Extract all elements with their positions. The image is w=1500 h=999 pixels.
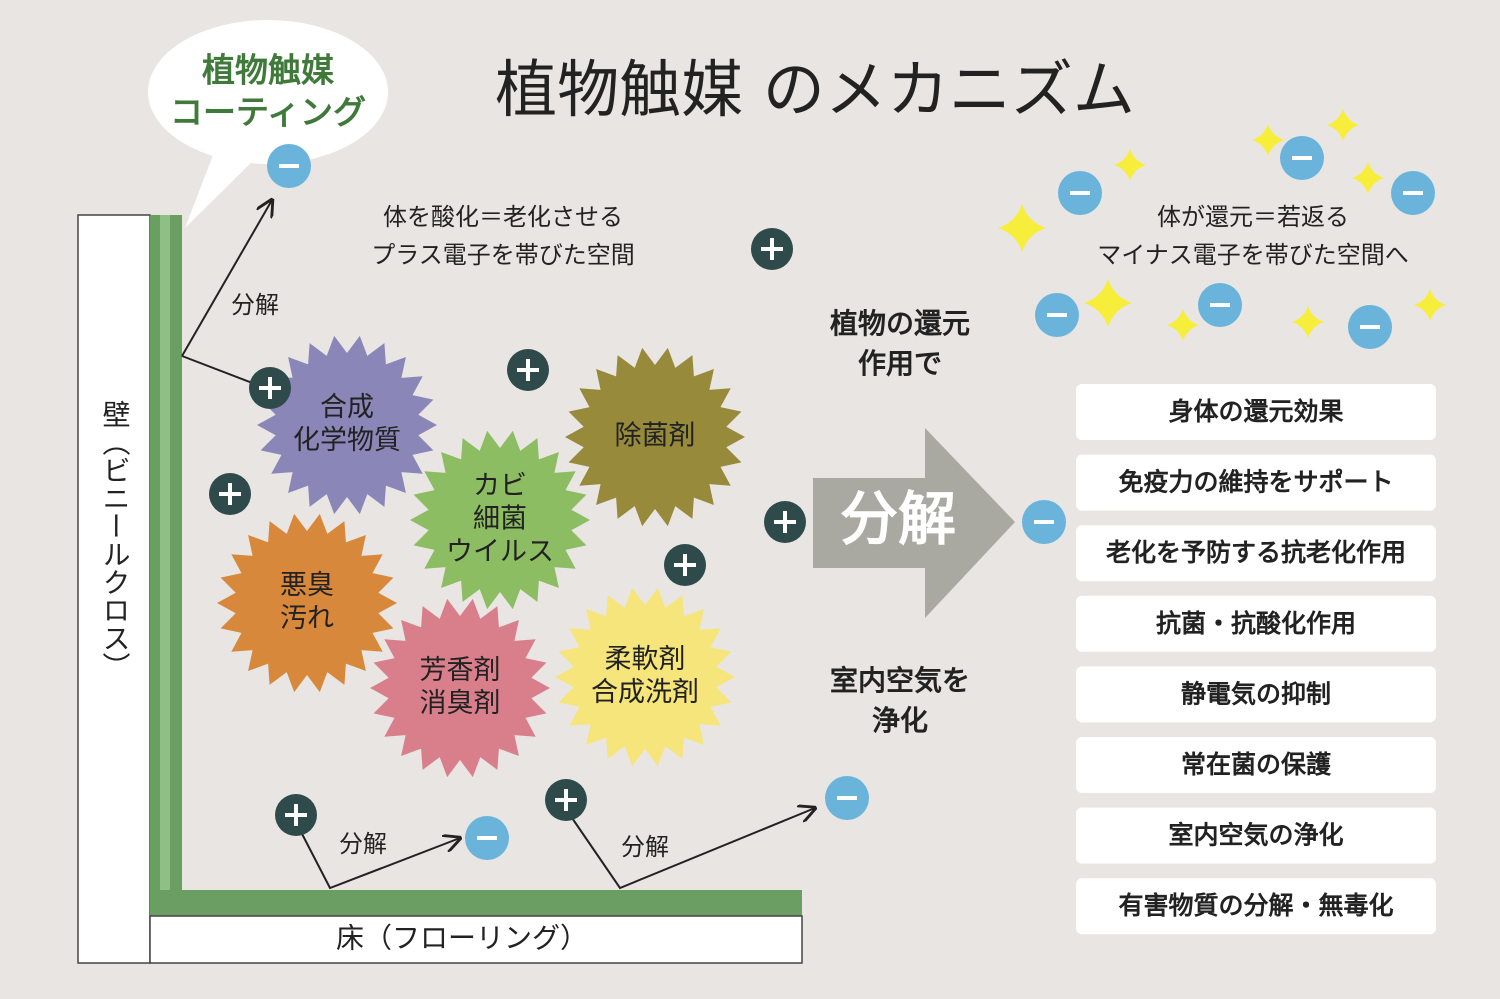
starburst bbox=[555, 587, 735, 767]
arrow bbox=[181, 355, 256, 385]
note-text: 植物の還元 bbox=[830, 307, 970, 340]
pollutant-text: 柔軟剤 bbox=[605, 644, 686, 675]
pollutant-text: 消臭剤 bbox=[420, 688, 501, 719]
pollutant-text: 汚れ bbox=[280, 603, 334, 634]
sparkle bbox=[1352, 162, 1384, 194]
benefit-text: 免疫力の維持をサポート bbox=[1118, 468, 1393, 497]
benefit-text: 有害物質の分解・無毒化 bbox=[1118, 891, 1393, 920]
benefit-box bbox=[1076, 525, 1436, 582]
benefit-box bbox=[1076, 454, 1436, 511]
decompose-label: 分解 bbox=[621, 833, 669, 861]
benefit-text: 室内空気の浄化 bbox=[1168, 821, 1343, 850]
plus-sign bbox=[285, 804, 307, 826]
benefit-box bbox=[1076, 595, 1436, 652]
pollutant-text: 除菌剤 bbox=[615, 421, 696, 452]
starburst bbox=[410, 430, 590, 610]
pollutant-text: カビ bbox=[473, 471, 527, 502]
floor-label: 床（フローリング） bbox=[336, 922, 588, 955]
benefit-box bbox=[1076, 384, 1436, 440]
floor-coating bbox=[150, 890, 802, 916]
plus-sign bbox=[674, 554, 696, 576]
starburst bbox=[370, 598, 550, 778]
decompose-label: 分解 bbox=[339, 830, 387, 858]
sparkle bbox=[1084, 279, 1132, 327]
big-arrow bbox=[813, 428, 1015, 618]
sparkle bbox=[1252, 124, 1284, 156]
arrow bbox=[181, 200, 272, 357]
note-text: 浄化 bbox=[872, 704, 928, 737]
benefit-box bbox=[1076, 737, 1436, 793]
decompose-label: 分解 bbox=[231, 291, 279, 319]
pollutant-text: 悪臭 bbox=[280, 570, 334, 601]
space-text: マイナス電子を帯びた空間へ bbox=[1097, 241, 1409, 269]
wall-label: 壁（ビニールクロス） bbox=[99, 400, 132, 680]
benefit-text: 身体の還元効果 bbox=[1168, 397, 1343, 426]
starburst bbox=[565, 347, 745, 527]
pollutant-text: 合成 bbox=[320, 392, 374, 423]
sparkle bbox=[1167, 309, 1199, 341]
starburst bbox=[257, 335, 437, 515]
plus-sign bbox=[774, 511, 796, 533]
wall-coating-highlight bbox=[160, 215, 170, 890]
benefit-box bbox=[1076, 878, 1436, 935]
benefit-text: 老化を予防する抗老化作用 bbox=[1106, 538, 1406, 567]
plus-sign bbox=[259, 377, 281, 399]
pollutant-text: 化学物質 bbox=[293, 425, 401, 456]
note-text: 作用で bbox=[858, 347, 942, 380]
arrows bbox=[181, 200, 815, 890]
sparkle bbox=[1327, 109, 1359, 141]
starburst bbox=[217, 513, 397, 693]
sparkle bbox=[1292, 306, 1324, 338]
big-arrow-label: 分解 bbox=[840, 485, 956, 553]
benefit-text: 抗菌・抗酸化作用 bbox=[1156, 609, 1356, 638]
space-text: 体を酸化＝老化させる bbox=[383, 203, 623, 231]
pollutant-text: 細菌 bbox=[473, 504, 527, 535]
arrow bbox=[569, 808, 815, 890]
bubble-text: コーティング bbox=[170, 93, 366, 132]
bubble-text: 植物触媒 bbox=[202, 51, 335, 90]
pollutant-text: ウイルス bbox=[446, 537, 554, 568]
wall bbox=[77, 214, 151, 964]
floor bbox=[149, 915, 803, 964]
arrow bbox=[299, 829, 460, 890]
benefit-text: 常在菌の保護 bbox=[1181, 750, 1332, 779]
bubble-tail bbox=[185, 150, 262, 228]
benefit-box bbox=[1076, 666, 1436, 723]
sparkle bbox=[1114, 149, 1146, 181]
benefit-text: 静電気の抑制 bbox=[1181, 679, 1331, 708]
note-text: 室内空気を bbox=[830, 664, 970, 697]
pollutant-text: 芳香剤 bbox=[420, 655, 501, 686]
space-text: プラス電子を帯びた空間 bbox=[371, 241, 635, 269]
plus-sign bbox=[761, 238, 783, 260]
pollutant-text: 合成洗剤 bbox=[591, 677, 699, 708]
plus-sign bbox=[517, 359, 539, 381]
sparkle bbox=[998, 204, 1046, 252]
plus-sign bbox=[555, 789, 577, 811]
title: 植物触媒 のメカニズム bbox=[495, 53, 1135, 126]
benefit-box bbox=[1076, 807, 1436, 864]
plus-sign bbox=[219, 483, 241, 505]
bubble bbox=[148, 20, 388, 164]
space-text: 体が還元＝若返る bbox=[1157, 203, 1349, 231]
sparkle bbox=[1414, 289, 1446, 321]
